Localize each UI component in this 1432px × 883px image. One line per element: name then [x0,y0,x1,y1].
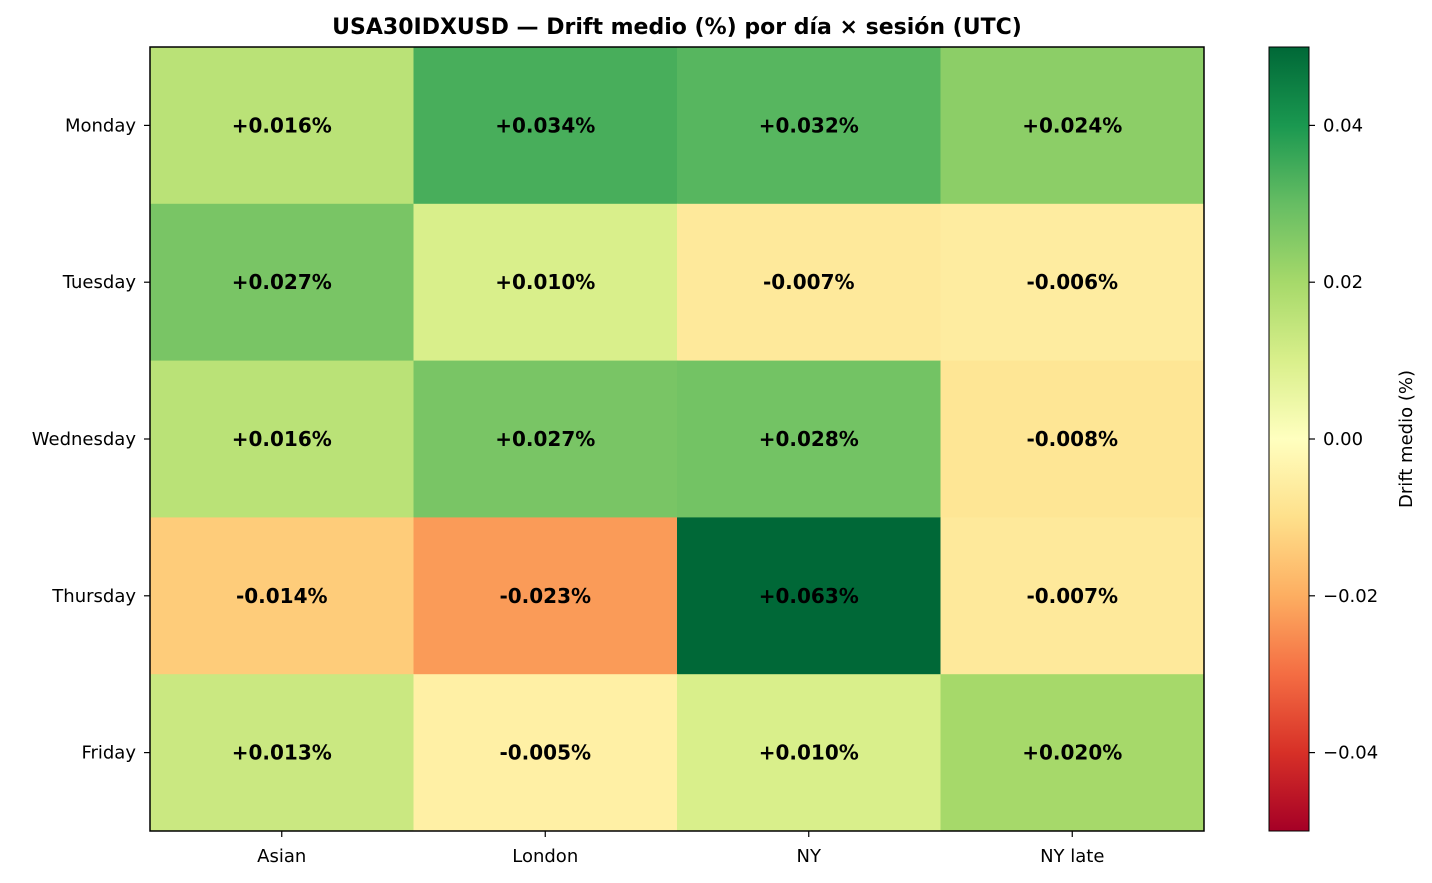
y-axis-ticks: Monday Tuesday Wednesday Thursday Friday [32,115,150,764]
heatmap-cell [677,517,941,675]
heatmap-cell [940,203,1205,362]
heatmap-cell [677,203,941,362]
heatmap-cell [150,360,414,518]
cell-value-label: -0.007% [1026,584,1118,608]
y-tick-label: Wednesday [32,429,137,450]
x-tick-label: NY late [1040,846,1104,867]
cell-value-label: +0.027% [232,270,332,294]
x-tick-label: London [512,846,578,867]
y-tick-label: Monday [65,115,136,136]
heatmap-cell [413,47,678,205]
cell-value-label: +0.016% [232,113,332,137]
x-tick-label: Asian [257,846,306,867]
heatmap-cell [677,47,941,205]
y-tick-label: Friday [81,743,136,764]
heatmap-cell [940,47,1205,205]
colorbar-label: Drift medio (%) [1396,370,1417,508]
heatmap-cells [150,47,1205,832]
cell-value-label: -0.006% [1026,270,1118,294]
cell-value-label: -0.023% [499,584,591,608]
heatmap-cell [413,517,678,675]
cell-value-label: +0.034% [495,113,595,137]
heatmap-cell [940,674,1205,832]
colorbar-tick-label: −0.04 [1323,743,1378,764]
heatmap-cell [150,517,414,675]
heatmap-cell [150,47,414,205]
heatmap-cell [413,674,678,832]
heatmap-cell [150,203,414,362]
cell-value-label: +0.024% [1022,113,1122,137]
colorbar-tick-label: 0.00 [1323,429,1363,450]
cell-value-label: +0.032% [759,113,859,137]
cell-value-label: +0.010% [759,741,859,765]
cell-value-label: -0.014% [236,584,328,608]
colorbar-ticks: 0.04 0.02 0.00 −0.02 −0.04 [1309,115,1378,764]
cell-value-label: +0.027% [495,427,595,451]
x-axis-ticks: Asian London NY NY late [257,831,1104,867]
chart-title: USA30IDXUSD — Drift medio (%) por día × … [332,15,1022,40]
x-tick-label: NY [797,846,822,867]
cell-value-label: +0.063% [759,584,859,608]
cell-value-label: -0.008% [1026,427,1118,451]
heatmap-cell [677,674,941,832]
heatmap-cell [677,360,941,518]
cell-value-label: +0.013% [232,741,332,765]
cell-value-label: -0.005% [499,741,591,765]
cell-value-label: +0.010% [495,270,595,294]
cell-value-label: +0.016% [232,427,332,451]
heatmap-cell [150,674,414,832]
heatmap-cell [413,360,678,518]
heatmap-cell-labels: +0.016% +0.034% +0.032% +0.024% +0.027% +0.01… [232,113,1123,764]
colorbar-tick-label: 0.04 [1323,115,1363,136]
colorbar-tick-label: 0.02 [1323,272,1363,293]
heatmap-cell [413,203,678,362]
y-tick-label: Thursday [51,586,136,607]
heatmap-cell [940,517,1205,675]
cell-value-label: +0.028% [759,427,859,451]
y-tick-label: Tuesday [62,272,137,293]
cell-value-label: -0.007% [763,270,855,294]
colorbar-tick-label: −0.02 [1323,586,1378,607]
cell-value-label: +0.020% [1022,741,1122,765]
heatmap-cell [940,360,1205,518]
colorbar [1268,46,1310,832]
